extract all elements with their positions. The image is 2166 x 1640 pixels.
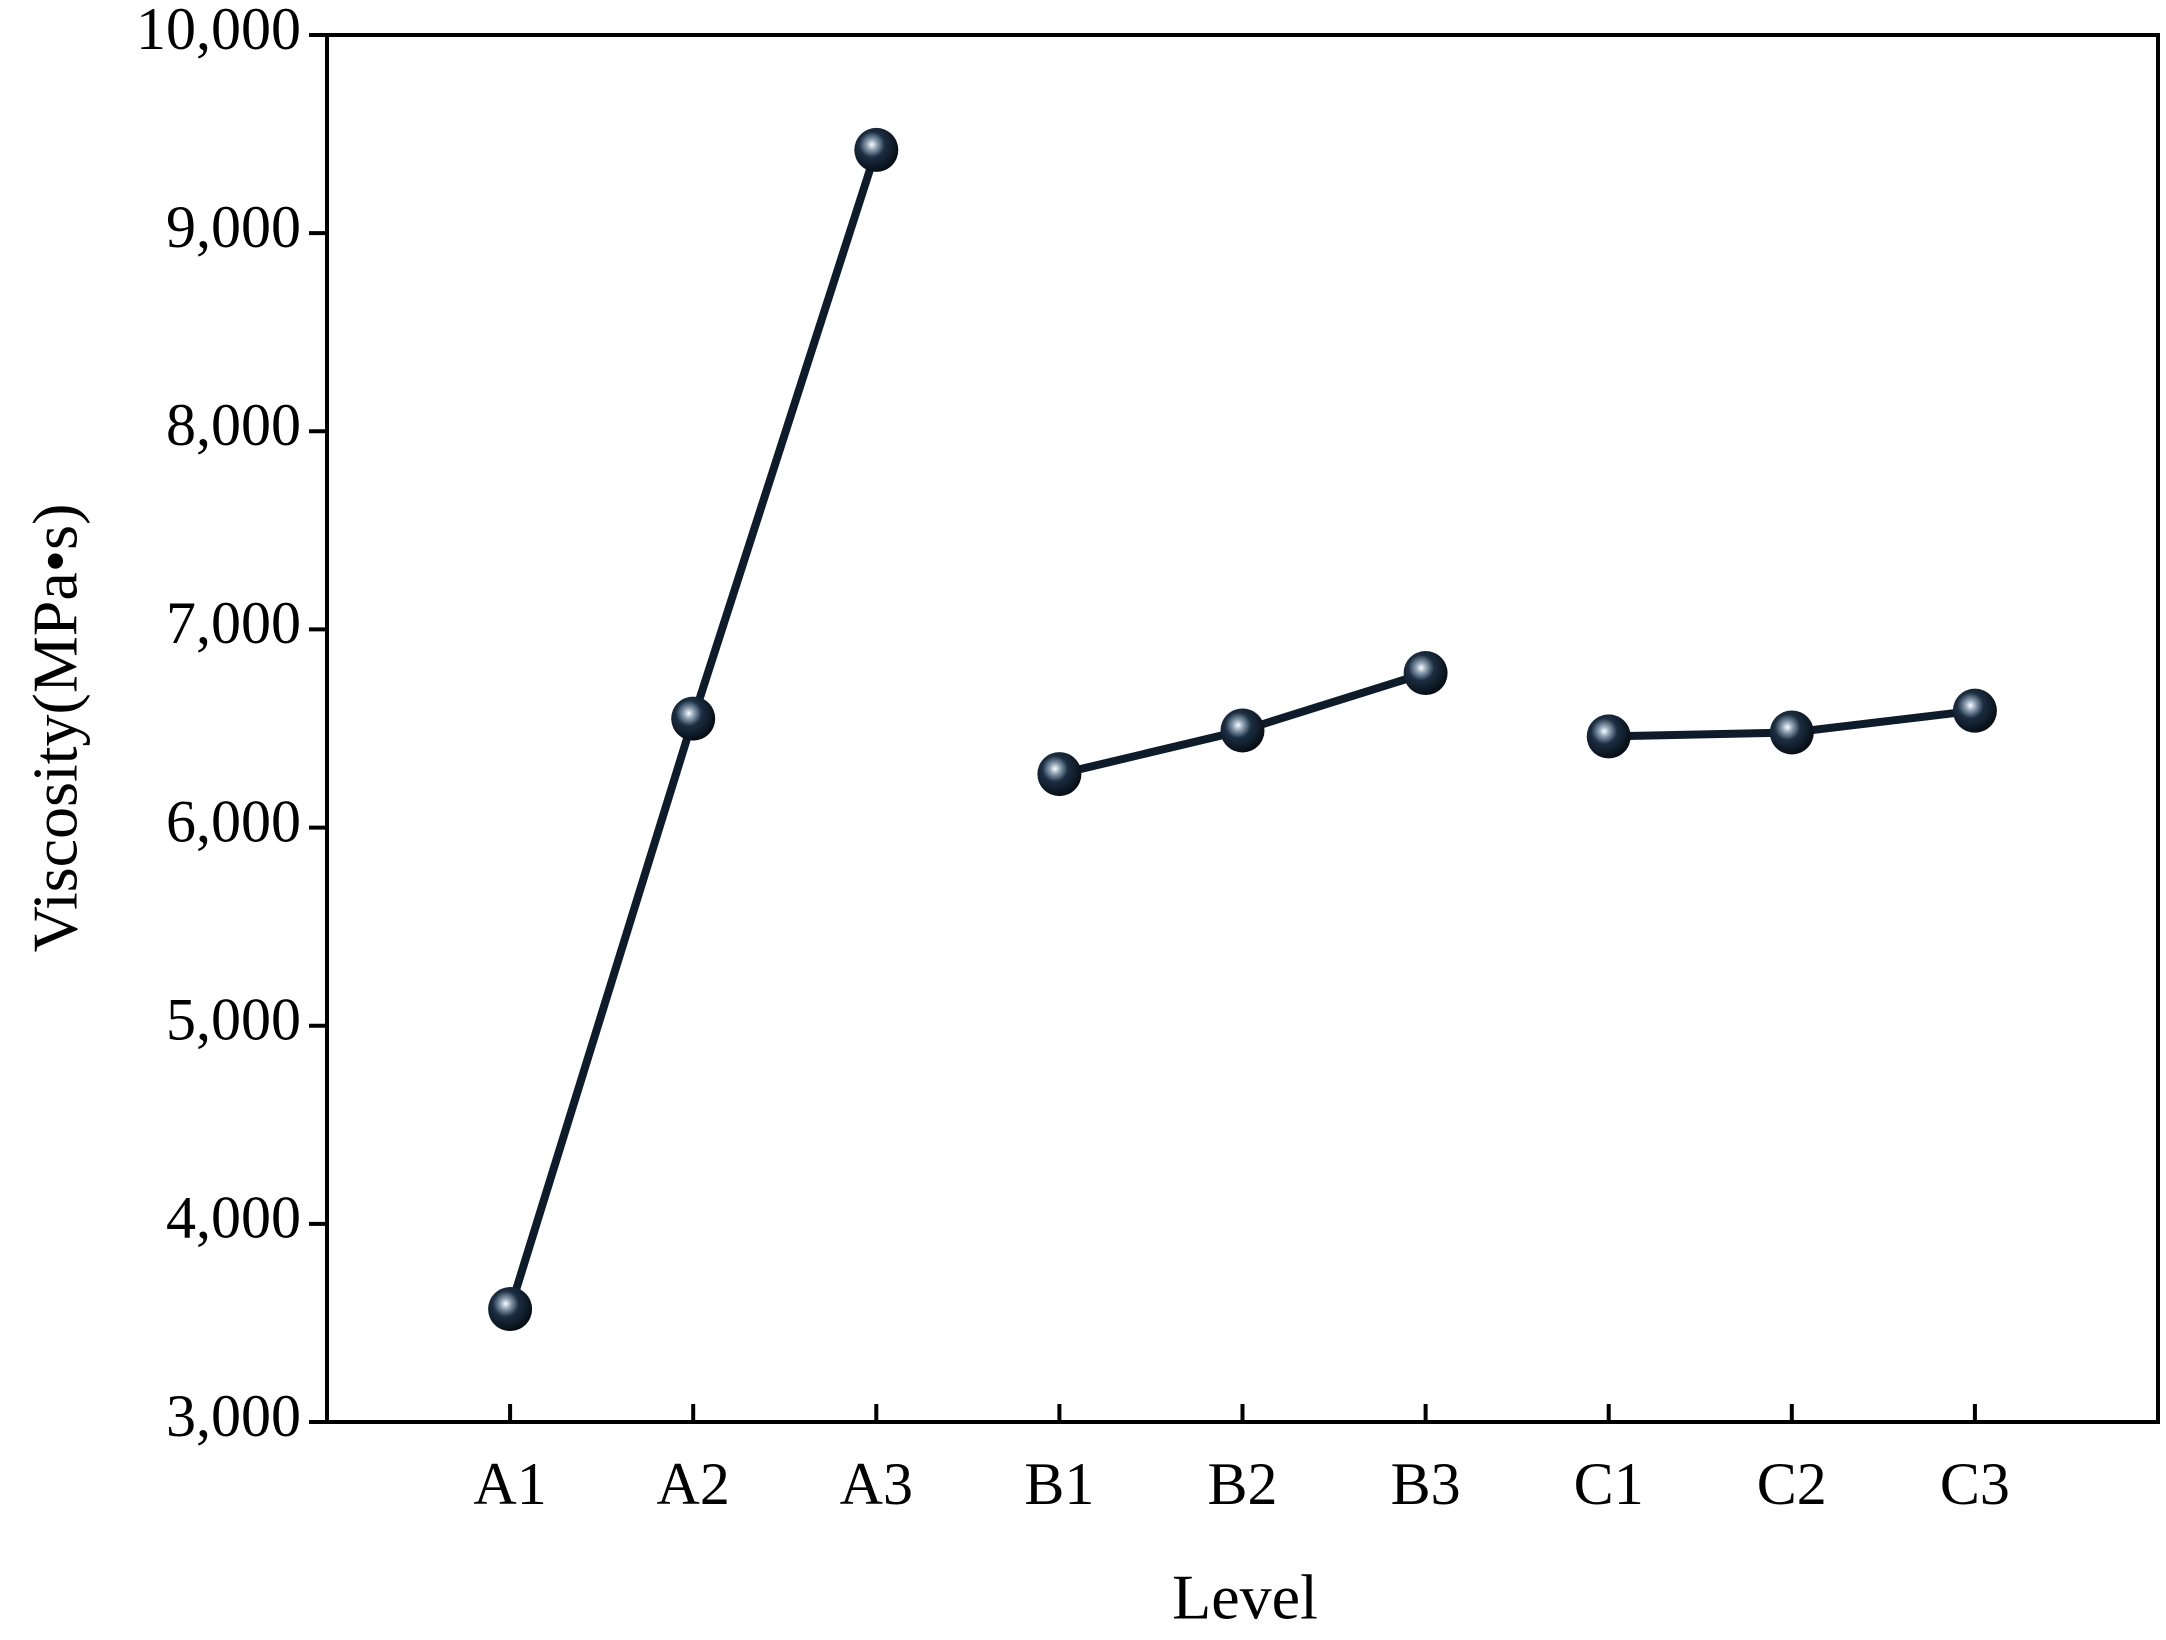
y-tick-label: 5,000 [166, 986, 301, 1052]
y-tick-label: 10,000 [136, 0, 301, 62]
y-tick-label: 4,000 [166, 1185, 301, 1251]
marker [1403, 651, 1448, 696]
marker [854, 127, 899, 172]
marker [1769, 710, 1814, 755]
y-tick-label: 6,000 [166, 788, 301, 854]
marker [1037, 752, 1082, 797]
y-tick-label: 7,000 [166, 590, 301, 656]
x-tick-label: B3 [1391, 1451, 1461, 1517]
marker [671, 696, 716, 741]
marker [488, 1287, 533, 1332]
y-tick-label: 8,000 [166, 392, 301, 458]
x-tick-label: B2 [1207, 1451, 1277, 1517]
x-tick-label: B1 [1024, 1451, 1094, 1517]
x-tick-label: A2 [657, 1451, 730, 1517]
x-tick-label: C1 [1574, 1451, 1644, 1517]
x-tick-label: A3 [840, 1451, 913, 1517]
marker [1952, 688, 1997, 733]
y-axis-label: Viscosity(MPa•s) [20, 504, 91, 953]
x-tick-label: A1 [473, 1451, 546, 1517]
y-tick-label: 3,000 [166, 1383, 301, 1449]
x-tick-label: C2 [1757, 1451, 1827, 1517]
x-axis-label: Level [1172, 1562, 1318, 1633]
marker [1220, 708, 1265, 753]
x-tick-label: C3 [1940, 1451, 2010, 1517]
y-tick-label: 9,000 [166, 194, 301, 260]
marker [1586, 714, 1631, 759]
